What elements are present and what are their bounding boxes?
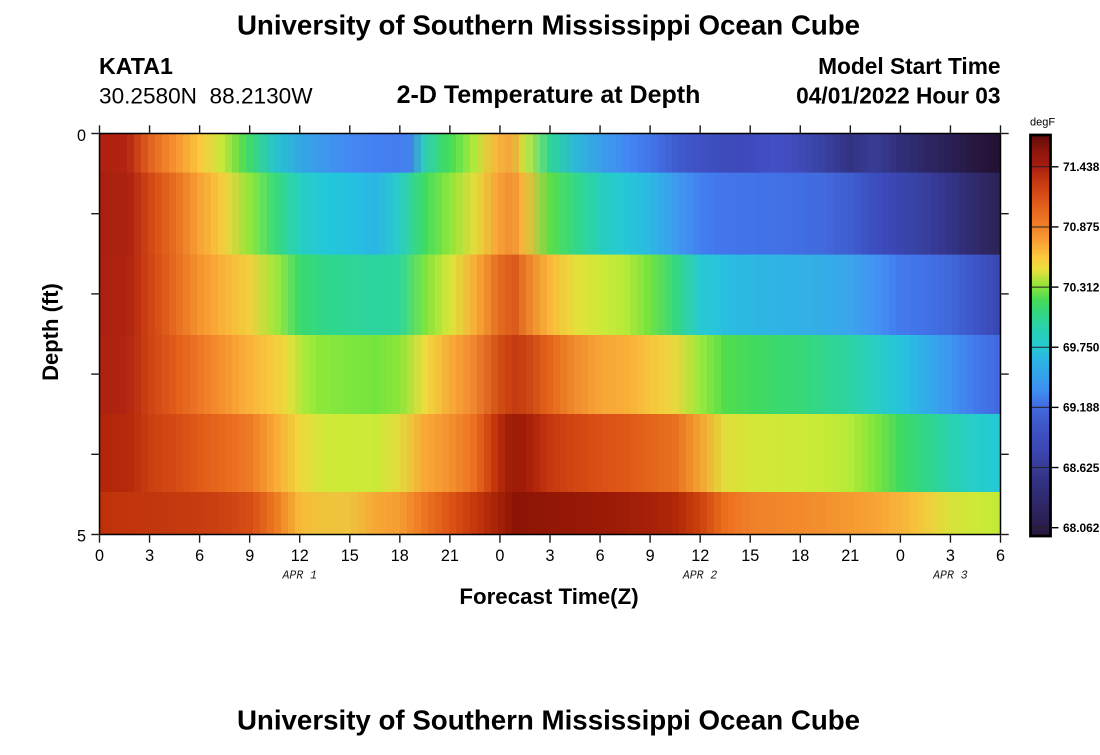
svg-text:6: 6	[996, 547, 1005, 565]
svg-text:18: 18	[391, 547, 409, 565]
svg-text:15: 15	[341, 547, 359, 565]
svg-text:3: 3	[145, 547, 154, 565]
svg-text:9: 9	[646, 547, 655, 565]
svg-text:70.312: 70.312	[1063, 280, 1100, 294]
svg-text:2-D Temperature at Depth: 2-D Temperature at Depth	[397, 81, 701, 109]
svg-text:12: 12	[291, 547, 309, 565]
svg-text:71.438: 71.438	[1063, 160, 1100, 174]
svg-text:3: 3	[946, 547, 955, 565]
svg-text:Forecast Time(Z): Forecast Time(Z)	[459, 584, 638, 609]
svg-text:3: 3	[545, 547, 554, 565]
svg-text:Model Start Time: Model Start Time	[818, 53, 1000, 79]
svg-text:APR 2: APR 2	[682, 570, 718, 583]
svg-text:68.625: 68.625	[1063, 461, 1100, 475]
svg-text:0: 0	[896, 547, 905, 565]
svg-text:degF: degF	[1030, 117, 1055, 129]
svg-text:University of Southern Mississ: University of Southern Mississippi Ocean…	[237, 705, 860, 736]
svg-text:University of Southern Mississ: University of Southern Mississippi Ocean…	[237, 10, 860, 41]
svg-text:0: 0	[77, 127, 86, 145]
svg-text:04/01/2022 Hour 03: 04/01/2022 Hour 03	[796, 83, 1000, 109]
svg-text:APR 3: APR 3	[932, 570, 968, 583]
svg-text:5: 5	[77, 528, 86, 546]
svg-text:0: 0	[495, 547, 504, 565]
svg-text:69.188: 69.188	[1063, 401, 1100, 415]
svg-text:KATA1: KATA1	[99, 53, 173, 79]
svg-text:68.062: 68.062	[1063, 521, 1100, 535]
svg-text:12: 12	[691, 547, 709, 565]
svg-text:21: 21	[441, 547, 459, 565]
svg-text:18: 18	[791, 547, 809, 565]
svg-text:Depth (ft): Depth (ft)	[38, 283, 63, 381]
svg-text:69.750: 69.750	[1063, 340, 1100, 354]
svg-text:6: 6	[596, 547, 605, 565]
svg-text:30.2580N 88.2130W: 30.2580N 88.2130W	[99, 84, 313, 109]
svg-text:70.875: 70.875	[1063, 220, 1100, 234]
svg-text:9: 9	[245, 547, 254, 565]
svg-text:APR 1: APR 1	[282, 570, 318, 583]
svg-text:21: 21	[841, 547, 859, 565]
svg-text:15: 15	[741, 547, 759, 565]
svg-text:0: 0	[95, 547, 104, 565]
svg-text:6: 6	[195, 547, 204, 565]
